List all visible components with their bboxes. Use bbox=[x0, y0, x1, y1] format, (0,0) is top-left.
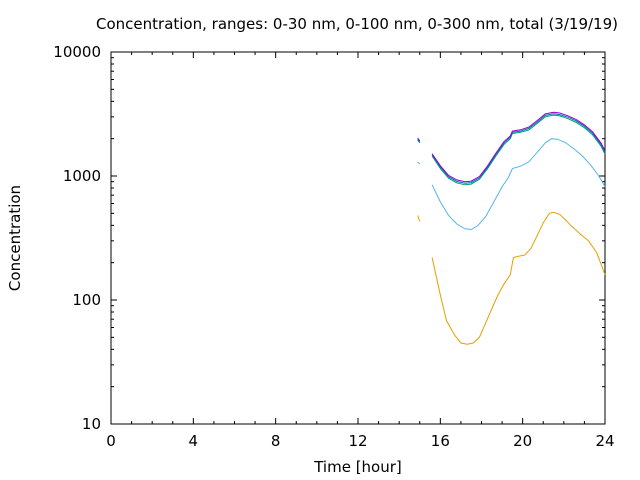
series-line bbox=[431, 138, 606, 231]
axis-tick-labels: 0 4 8 12 16 20 24 10 100 1000 10000 bbox=[53, 43, 614, 450]
series-lines bbox=[417, 111, 606, 345]
y-axis-label: Concentration bbox=[6, 185, 24, 291]
x-tick-label: 12 bbox=[348, 432, 367, 450]
series-line bbox=[417, 138, 421, 143]
axis-ticks bbox=[110, 52, 606, 425]
y-tick-label: 10 bbox=[82, 415, 101, 433]
chart-title: Concentration, ranges: 0-30 nm, 0-100 nm… bbox=[96, 15, 618, 33]
y-tick-label: 1000 bbox=[63, 167, 101, 185]
x-tick-label: 0 bbox=[106, 432, 116, 450]
series-line bbox=[417, 137, 421, 142]
x-tick-label: 16 bbox=[431, 432, 450, 450]
x-tick-label: 24 bbox=[595, 432, 614, 450]
x-tick-label: 20 bbox=[513, 432, 532, 450]
series-line bbox=[431, 111, 606, 183]
series-line bbox=[431, 113, 606, 184]
y-tick-label: 100 bbox=[72, 291, 101, 309]
plot-area bbox=[110, 51, 606, 425]
series-line bbox=[431, 114, 606, 186]
series-line bbox=[431, 211, 606, 345]
x-axis-label: Time [hour] bbox=[313, 458, 402, 476]
x-tick-label: 4 bbox=[189, 432, 199, 450]
y-tick-label: 10000 bbox=[53, 43, 101, 61]
series-line bbox=[417, 215, 421, 222]
series-line bbox=[417, 161, 421, 165]
x-tick-label: 8 bbox=[271, 432, 281, 450]
